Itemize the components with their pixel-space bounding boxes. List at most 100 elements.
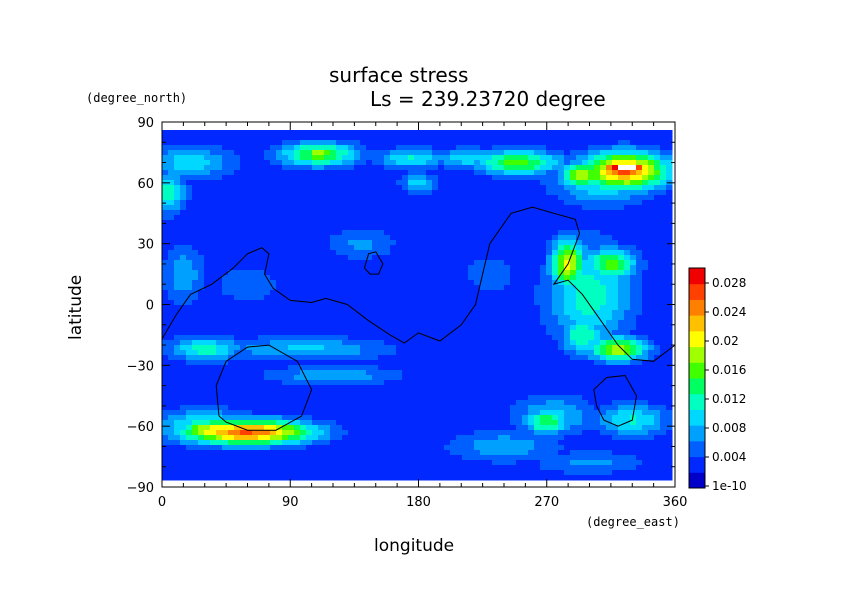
heatmap-cell [216, 170, 223, 176]
heatmap-cell [378, 295, 385, 301]
heatmap-cell [432, 225, 439, 231]
heatmap-cell [396, 320, 403, 326]
heatmap-cell [648, 410, 655, 416]
heatmap-cell [174, 270, 181, 276]
heatmap-cell [294, 220, 301, 226]
heatmap-cell [438, 385, 445, 391]
heatmap-cell [570, 305, 577, 311]
heatmap-cell [216, 145, 223, 151]
heatmap-cell [192, 340, 199, 346]
heatmap-cell [234, 265, 241, 271]
heatmap-cell [378, 185, 385, 191]
heatmap-cell [468, 340, 475, 346]
heatmap-cell [228, 390, 235, 396]
heatmap-cell [198, 385, 205, 391]
heatmap-cell [318, 205, 325, 211]
heatmap-cell [336, 370, 343, 376]
heatmap-cell [270, 265, 277, 271]
heatmap-cell [618, 150, 625, 156]
heatmap-cell [210, 415, 217, 421]
heatmap-cell [330, 235, 337, 241]
heatmap-cell [648, 390, 655, 396]
heatmap-cell [342, 240, 349, 246]
heatmap-cell [588, 175, 595, 181]
heatmap-cell [588, 190, 595, 196]
heatmap-cell [450, 350, 457, 356]
heatmap-cell [468, 215, 475, 221]
heatmap-cell [462, 155, 469, 161]
heatmap-cell [666, 260, 673, 266]
heatmap-cell [600, 310, 607, 316]
heatmap-cell [654, 305, 661, 311]
heatmap-cell [444, 345, 451, 351]
heatmap-cell [432, 205, 439, 211]
heatmap-cell [498, 190, 505, 196]
heatmap-cell [642, 320, 649, 326]
heatmap-cell [552, 275, 559, 281]
heatmap-cell [204, 315, 211, 321]
heatmap-cell [564, 130, 571, 136]
heatmap-cell [426, 365, 433, 371]
heatmap-cell [606, 405, 613, 411]
heatmap-cell [252, 355, 259, 361]
heatmap-cell [366, 230, 373, 236]
heatmap-cell [294, 285, 301, 291]
heatmap-cell [396, 345, 403, 351]
heatmap-cell [216, 295, 223, 301]
heatmap-cell [462, 290, 469, 296]
heatmap-cell [432, 355, 439, 361]
heatmap-cell [474, 135, 481, 141]
heatmap-cell [528, 145, 535, 151]
heatmap-cell [456, 130, 463, 136]
heatmap-cell [426, 320, 433, 326]
heatmap-cell [660, 325, 667, 331]
heatmap-cell [564, 195, 571, 201]
heatmap-cell [228, 210, 235, 216]
heatmap-cell [636, 320, 643, 326]
heatmap-cell [606, 195, 613, 201]
heatmap-cell [372, 240, 379, 246]
heatmap-cell [612, 135, 619, 141]
heatmap-cell [384, 200, 391, 206]
heatmap-cell [324, 250, 331, 256]
heatmap-cell [540, 295, 547, 301]
heatmap-cell [576, 325, 583, 331]
heatmap-cell [378, 235, 385, 241]
heatmap-cell [192, 260, 199, 266]
heatmap-cell [564, 395, 571, 401]
heatmap-cell [294, 395, 301, 401]
heatmap-cell [660, 410, 667, 416]
heatmap-cell [324, 150, 331, 156]
heatmap-cell [492, 140, 499, 146]
heatmap-cell [426, 420, 433, 426]
heatmap-cell [330, 390, 337, 396]
heatmap-cell [174, 395, 181, 401]
heatmap-cell [198, 230, 205, 236]
heatmap-cell [396, 310, 403, 316]
heatmap-cell [558, 385, 565, 391]
heatmap-cell [432, 285, 439, 291]
heatmap-cell [564, 205, 571, 211]
heatmap-cell [336, 380, 343, 386]
heatmap-cell [636, 310, 643, 316]
heatmap-cell [390, 245, 397, 251]
heatmap-cell [492, 265, 499, 271]
heatmap-cell [378, 315, 385, 321]
heatmap-cell [348, 155, 355, 161]
heatmap-cell [360, 320, 367, 326]
heatmap-cell [534, 370, 541, 376]
heatmap-cell [360, 260, 367, 266]
heatmap-cell [384, 220, 391, 226]
heatmap-cell [660, 345, 667, 351]
heatmap-cell [594, 190, 601, 196]
heatmap-cell [612, 175, 619, 181]
heatmap-cell [300, 375, 307, 381]
heatmap-cell [366, 205, 373, 211]
heatmap-cell [594, 215, 601, 221]
heatmap-cell [276, 275, 283, 281]
heatmap-cell [540, 315, 547, 321]
heatmap-cell [504, 420, 511, 426]
heatmap-cell [438, 265, 445, 271]
heatmap-cell [324, 210, 331, 216]
heatmap-cell [438, 180, 445, 186]
